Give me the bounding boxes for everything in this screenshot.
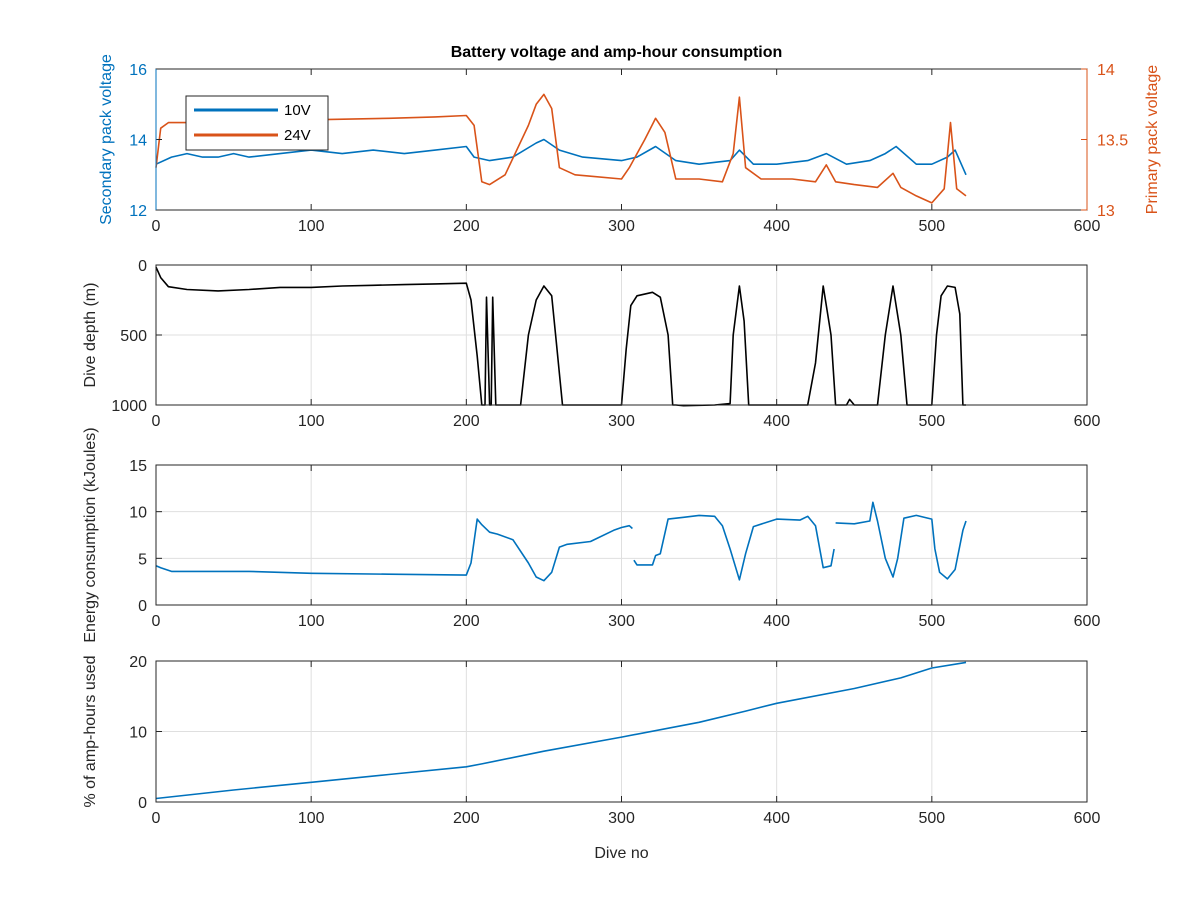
y-tick-label: 1000 — [111, 398, 147, 415]
x-tick-label: 0 — [152, 613, 161, 630]
x-tick-label: 0 — [152, 810, 161, 827]
y-tick-label: 12 — [129, 203, 147, 220]
x-tick-label: 600 — [1074, 613, 1101, 630]
y-tick-label: 0 — [138, 258, 147, 275]
y-right-tick-label: 14 — [1097, 62, 1115, 79]
y-tick-label: 20 — [129, 654, 147, 671]
x-tick-label: 500 — [918, 218, 945, 235]
subplot-1: 0 100 200 300 400 500 600 12 14 16 13 13.5 14 Primary… — [98, 44, 1161, 235]
x-tick-label: 200 — [453, 413, 480, 430]
legend-label: 10V — [284, 102, 311, 119]
x-tick-label: 600 — [1074, 218, 1101, 235]
x-axis-label: Dive no — [594, 845, 648, 862]
x-tick-label: 100 — [298, 218, 325, 235]
subplot-2: 0 100 200 300 400 500 600 0 500 1000 Dive depth (m… — [82, 258, 1100, 430]
x-tick-label: 400 — [763, 810, 790, 827]
x-tick-label: 400 — [763, 218, 790, 235]
x-tick-label: 100 — [298, 613, 325, 630]
y-right-tick-label: 13 — [1097, 203, 1115, 220]
y-tick-label: 0 — [138, 795, 147, 812]
x-tick-label: 500 — [918, 810, 945, 827]
x-tick-label: 200 — [453, 613, 480, 630]
y-tick-label: 5 — [138, 551, 147, 568]
y-axis-label: Energy consumption (kJoules) — [82, 427, 99, 642]
y-axis-label: Secondary pack voltage — [98, 54, 115, 225]
y-tick-label: 14 — [129, 133, 147, 150]
x-tick-label: 500 — [918, 413, 945, 430]
x-tick-label: 300 — [608, 810, 635, 827]
y-tick-label: 500 — [120, 328, 147, 345]
series-line-10V — [155, 138, 967, 176]
x-tick-label: 100 — [298, 413, 325, 430]
x-tick-label: 600 — [1074, 810, 1101, 827]
x-tick-label: 300 — [608, 613, 635, 630]
y-tick-label: 10 — [129, 725, 147, 742]
x-tick-label: 0 — [152, 413, 161, 430]
subplot-3: 0 100 200 300 400 500 600 0 5 10 15 Energy consumpt… — [82, 427, 1100, 642]
series-line-1 — [155, 501, 967, 582]
x-tick-label: 0 — [152, 218, 161, 235]
series-line-1 — [155, 661, 967, 800]
x-tick-label: 400 — [763, 413, 790, 430]
x-tick-label: 200 — [453, 218, 480, 235]
x-tick-label: 600 — [1074, 413, 1101, 430]
legend-box — [185, 95, 329, 151]
x-tick-label: 500 — [918, 613, 945, 630]
y-axis-label: Dive depth (m) — [82, 283, 99, 388]
y-tick-label: 15 — [129, 458, 147, 475]
y-tick-label: 16 — [129, 62, 147, 79]
subplot-4: 0 100 200 300 400 500 600 0 10 20 % of amp-hours u… — [82, 654, 1100, 862]
x-tick-label: 300 — [608, 413, 635, 430]
chart-title: Battery voltage and amp-hour consumption — [451, 44, 783, 61]
x-tick-label: 100 — [298, 810, 325, 827]
legend-label: 24V — [284, 127, 311, 144]
y-right-tick-label: 13.5 — [1097, 133, 1128, 150]
x-tick-label: 400 — [763, 613, 790, 630]
x-tick-label: 200 — [453, 810, 480, 827]
y-tick-label: 10 — [129, 505, 147, 522]
y-axis-label: % of amp-hours used — [82, 655, 99, 807]
y-right-axis-label: Primary pack voltage — [1144, 65, 1161, 214]
y-tick-label: 0 — [138, 598, 147, 615]
x-tick-label: 300 — [608, 218, 635, 235]
series-line-24V — [155, 93, 967, 204]
series-line-1 — [155, 266, 966, 407]
